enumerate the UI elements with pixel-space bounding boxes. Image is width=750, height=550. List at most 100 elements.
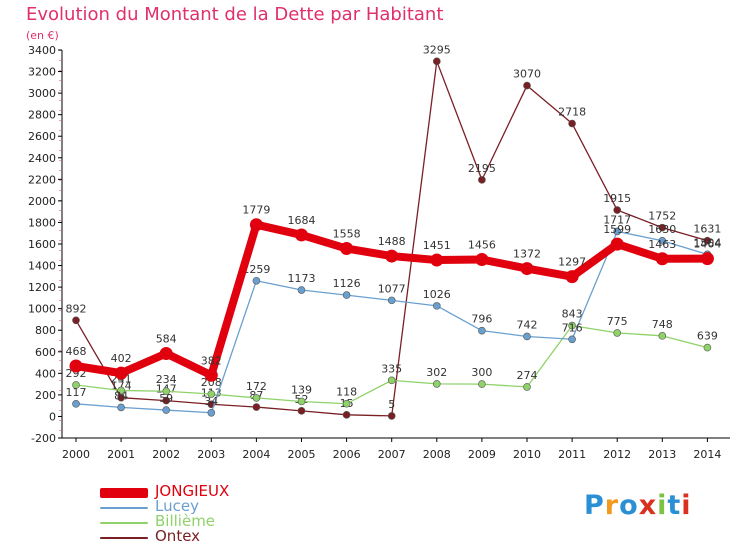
legend-swatch-lucey	[100, 507, 148, 509]
data-label-jongieux: 1558	[333, 228, 361, 241]
data-label-jongieux: 1463	[648, 238, 676, 251]
y-tick-label: 1600	[28, 238, 56, 251]
data-label-jongieux: 1456	[468, 239, 496, 252]
data-point-lucey	[432, 302, 441, 310]
data-label-jongieux: 1451	[423, 239, 451, 252]
data-label-jongieux: 1599	[603, 223, 631, 236]
data-point-jongieux	[114, 366, 128, 380]
data-point-billi-me	[432, 380, 441, 388]
x-tick-label: 2000	[62, 448, 90, 461]
data-point-jongieux	[565, 270, 579, 284]
data-label-ontex: 892	[66, 302, 87, 315]
legend-swatch-billi-me	[100, 522, 148, 524]
data-label-billi-me: 208	[201, 376, 222, 389]
data-label-lucey: 84	[114, 389, 128, 402]
proxiti-logo: Proxiti	[584, 490, 692, 521]
data-point-jongieux	[430, 253, 444, 267]
data-label-lucey: 1504	[693, 236, 721, 249]
chart-title: Evolution du Montant de la Dette par Hab…	[26, 4, 444, 25]
data-label-jongieux: 1779	[242, 204, 270, 217]
data-point-jongieux	[340, 242, 354, 256]
data-label-billi-me: 302	[426, 366, 447, 379]
data-label-lucey: 117	[66, 386, 87, 399]
data-point-lucey	[72, 400, 80, 408]
y-tick-label: 3400	[28, 44, 56, 57]
data-point-billi-me	[342, 399, 351, 408]
legend-label-billi-me: Billième	[155, 512, 216, 530]
data-label-ontex: 1752	[648, 210, 676, 223]
data-point-billi-me	[117, 386, 125, 395]
data-point-ontex	[162, 396, 170, 405]
data-point-lucey	[523, 332, 531, 341]
x-tick-label: 2005	[288, 448, 316, 461]
chart-subtitle: (en €)	[26, 29, 59, 42]
data-point-ontex	[523, 81, 531, 90]
x-tick-label: 2013	[648, 448, 676, 461]
logo-letter: t	[667, 490, 682, 521]
data-label-lucey: 1630	[648, 223, 676, 236]
data-point-ontex	[478, 176, 486, 184]
data-point-ontex	[703, 236, 712, 245]
data-label-lucey: 716	[562, 321, 583, 334]
data-label-lucey: 1259	[242, 263, 270, 276]
data-label-jongieux: 402	[111, 352, 132, 365]
y-tick-label: -200	[31, 432, 56, 445]
data-point-jongieux	[69, 359, 83, 373]
data-point-jongieux	[700, 252, 714, 266]
data-label-lucey: 34	[204, 395, 218, 408]
data-point-ontex	[387, 412, 396, 420]
y-tick-label: 400	[35, 367, 56, 380]
data-label-jongieux: 382	[201, 354, 222, 367]
legend-swatch-ontex	[100, 537, 148, 539]
data-label-ontex: 2195	[468, 162, 496, 175]
y-tick-label: 2200	[28, 173, 56, 186]
data-point-jongieux	[385, 249, 399, 263]
y-tick-label: 3000	[28, 87, 56, 100]
data-point-lucey	[252, 276, 261, 285]
y-tick-label: 2600	[28, 130, 56, 143]
data-point-jongieux	[295, 228, 308, 242]
data-label-billi-me: 335	[381, 362, 402, 375]
data-label-billi-me: 639	[697, 330, 718, 343]
data-label-lucey: 796	[471, 313, 492, 326]
data-point-lucey	[478, 326, 486, 335]
data-point-lucey	[658, 236, 667, 245]
data-label-ontex: 1631	[693, 223, 721, 236]
data-point-jongieux	[475, 253, 489, 267]
data-point-billi-me	[658, 332, 667, 340]
data-point-ontex	[342, 411, 351, 419]
data-point-lucey	[568, 335, 576, 344]
x-tick-label: 2003	[197, 448, 225, 461]
data-label-lucey: 1126	[333, 277, 361, 290]
data-point-billi-me	[252, 394, 261, 402]
x-tick-label: 2011	[558, 448, 586, 461]
x-tick-label: 2002	[152, 448, 180, 461]
data-label-lucey: 742	[517, 318, 538, 331]
data-label-ontex: 5	[388, 398, 395, 411]
data-point-billi-me	[613, 329, 622, 337]
logo-letter: o	[619, 490, 639, 521]
x-tick-label: 2010	[513, 448, 541, 461]
data-point-billi-me	[523, 383, 531, 391]
data-label-lucey: 1717	[603, 213, 631, 226]
data-point-jongieux	[204, 368, 218, 382]
data-label-lucey: 1173	[288, 272, 316, 285]
data-label-jongieux: 1684	[288, 214, 316, 227]
legend-label-jongieux: JONGIEUX	[155, 482, 230, 500]
data-label-jongieux: 1464	[693, 238, 721, 251]
data-point-jongieux	[520, 262, 534, 276]
data-point-billi-me	[297, 397, 306, 406]
data-label-ontex: 3295	[423, 43, 451, 56]
y-tick-label: 2400	[28, 152, 56, 165]
data-point-billi-me	[207, 390, 216, 398]
data-label-billi-me: 172	[246, 380, 267, 393]
data-point-lucey	[342, 291, 351, 299]
logo-letter: r	[604, 490, 620, 521]
data-point-ontex	[658, 223, 667, 232]
legend-swatch-jongieux	[100, 488, 148, 498]
data-point-lucey	[297, 286, 306, 294]
y-tick-label: 1000	[28, 303, 56, 316]
x-tick-label: 2001	[107, 448, 135, 461]
x-tick-label: 2008	[423, 448, 451, 461]
